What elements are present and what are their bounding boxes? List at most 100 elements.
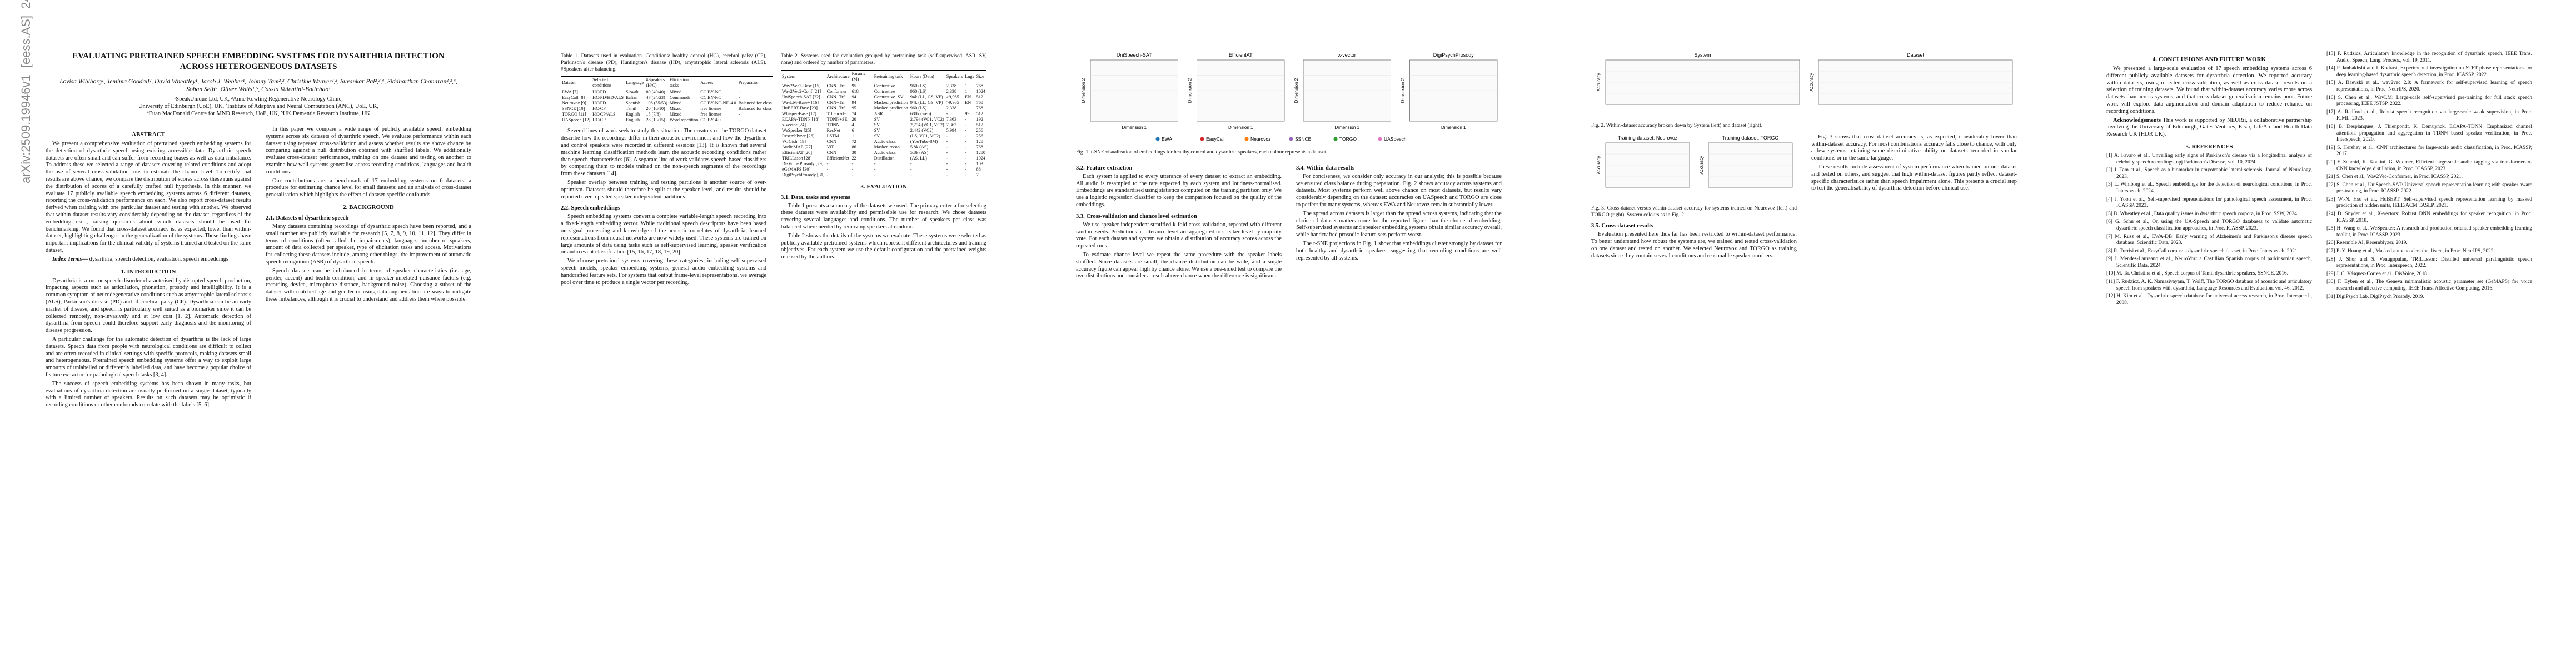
reference: [1] A. Favaro et al., Unveiling early si… [2106,152,2312,165]
table-cell: SV [874,133,880,138]
table-cell: Masked prediction [874,105,908,111]
column-header: System [781,70,826,83]
column: [13] F. Rudzicz, Articulatory knowledge … [2326,51,2532,308]
table-cell: 108 (55/53) [646,101,667,106]
column: ABSTRACT We present a comprehensive evalu… [46,126,251,411]
columns: 4. CONCLUSIONS AND FUTURE WORK We present… [2106,51,2532,308]
table-cell: Mixed [669,106,682,112]
table-cell: 94k (LL, GS, VP) [910,94,943,99]
reference: [15] A. Baevski et al., wav2vec 2.0: A f… [2326,80,2532,92]
subsection-heading: 2.1. Datasets of dysarthric speech [266,215,349,221]
column-header: Architecture [825,70,851,83]
reference: [12] H. Kim et al., Dysarthric speech da… [2106,293,2312,306]
page-content: 4. CONCLUSIONS AND FUTURE WORK We present… [2106,51,2532,308]
table-cell: 512 [976,94,983,99]
paragraph: These results include assessment of syst… [1811,163,2017,192]
table-cell: 103 [976,161,983,166]
figure: System Accuracy Dataset Accuracy Fig. 2. Wit… [1591,51,2017,130]
reference: [11] F. Rudzicz, A. K. Namasivayam, T. W… [2106,279,2312,291]
table-cell: 680k (web) [910,111,931,116]
reference: [23] W.-N. Hsu et al., HuBERT: Self-supe… [2326,196,2532,209]
table: System Architecture Params (M) Pretraining … [781,69,986,178]
table-row: EWA [7] HC/PD Slovak 80 (40/40) Mixed CC BY-N… [561,89,773,96]
table-cell: 86 [851,144,856,150]
acknowledgements: Acknowledgements This work is supported … [2106,117,2312,138]
table-cell: Masked prediction [874,99,908,105]
section-heading: 2. BACKGROUND [343,203,394,211]
table-row: HuBERT-Base [23] CNN+Trf 95 Masked predicti… [781,106,986,111]
table-cell: Whisper-Base [17] [782,111,816,116]
table-cell: >9,965 [946,94,959,99]
table-cell: SSNCE [10] [562,106,585,112]
table-cell: - [910,166,912,172]
legend-swatch [1155,137,1160,141]
table-cell: EN [965,94,971,99]
table-cell: free license [700,112,721,117]
table-cell: CNN [826,150,836,155]
table-cell: HC/PD [592,101,606,106]
table-cell: EasyCall [8] [562,95,585,101]
table-cell: 2,338 [946,83,957,88]
panel-title: UniSpeech-SAT [1117,52,1152,58]
table-cell: - [738,112,740,117]
column: In this paper we compare a wide range of… [266,126,471,411]
table-cell: Trf enc-dec [826,111,848,116]
table-cell: 4 [851,122,854,127]
table-cell: Slovak [626,89,639,95]
table-cell: CC BY-NC [700,95,721,101]
reference: [16] S. Chen et al., WavLM: Large-scale … [2326,94,2532,107]
table-cell: (AS, LL) [910,155,927,161]
legend-swatch [1200,137,1204,141]
table-cell: - [826,166,829,172]
table-cell: 20 [851,116,856,122]
page-content: UniSpeech-SAT Dimension 1 Dimension 2 Effic… [1076,51,1502,282]
paragraph: We present a comprehensive evaluation of… [46,141,251,253]
table-cell: - [965,155,966,161]
table-cell: - [738,89,740,95]
table-row: Resemblyzer [26] LSTM 1 SV (LS, VC1, VC2) - - 2… [781,133,986,139]
panel-title: Training dataset: Neurovoz [1618,135,1678,141]
table-row: Wav2Vec2-Conf [21] Conformer 618 Contrastiv… [781,89,986,94]
reference: [22] S. Chen et al., UniSpeech-SAT: Univ… [2326,182,2532,195]
table-cell: Mixed [669,112,682,117]
table-row: Whisper-Base [17] Trf enc-dec 74 ASR 680k (w… [781,111,986,117]
table-cell: - [946,133,948,138]
table-cell: CNN [826,138,836,144]
reference: [18] B. Desplanques, J. Thienpondt, K. D… [2326,123,2532,143]
table-cell: Word repetition [669,117,699,123]
legend-swatch [1244,137,1249,141]
table-cell: - [826,172,829,177]
table-cell: - [874,172,876,177]
table-cell: Contrastive [874,83,895,88]
figure: UniSpeech-SAT Dimension 1 Dimension 2 Effic… [1076,51,1502,156]
table-cell: free license [700,106,721,112]
table-cell: 15 (7/8) [646,112,661,117]
paragraph: Speech datasets can be imbalanced in ter… [266,267,471,302]
section-heading: 3. EVALUATION [860,183,907,190]
table-cell: 80 (40/40) [646,89,665,95]
paragraph: Several lines of work seek to study this… [561,128,766,177]
table-cell: HC/CP [592,106,606,112]
table-cell: HC/PD [592,89,606,95]
table-cell: UniSpeech-SAT [22] [782,94,820,99]
table-cell: HC/CP/ALS [592,112,616,117]
paragraph: Dysarthria is a motor speech disorder ch… [46,277,251,334]
column-header: Dataset [561,76,592,90]
table-cell: AudioMAE [27] [782,144,813,150]
table-cell: CC BY-NC [700,89,721,95]
table-cell: TDNN [826,122,840,127]
table-cell: 2,794 (VC1, VC2) [910,116,944,122]
table-cell: Spanish [626,101,641,106]
table-row: SSNCE [10] HC/CP Tamil 20 (10/10) Mixed free … [561,106,773,112]
table-cell: >9,965 [946,99,959,105]
table-cell: Audio class. [874,138,897,144]
table-cell: (YouTube-8M) [910,138,938,144]
paragraph: Each system is applied to every utteranc… [1076,173,1282,208]
section-heading: 4. CONCLUSIONS AND FUTURE WORK [2152,56,2266,63]
reference: [24] D. Snyder et al., X-vectors: Robust… [2326,211,2532,223]
reference: [13] F. Rudzicz, Articulatory knowledge … [2326,51,2532,63]
table-cell: DigiPsychProsody [31] [782,172,825,177]
reference: [25] H. Wang et al., WeSpeaker: A resear… [2326,226,2532,238]
table-cell: - [946,111,948,116]
column: Table 2. Systems used for evaluation gro… [781,51,986,288]
